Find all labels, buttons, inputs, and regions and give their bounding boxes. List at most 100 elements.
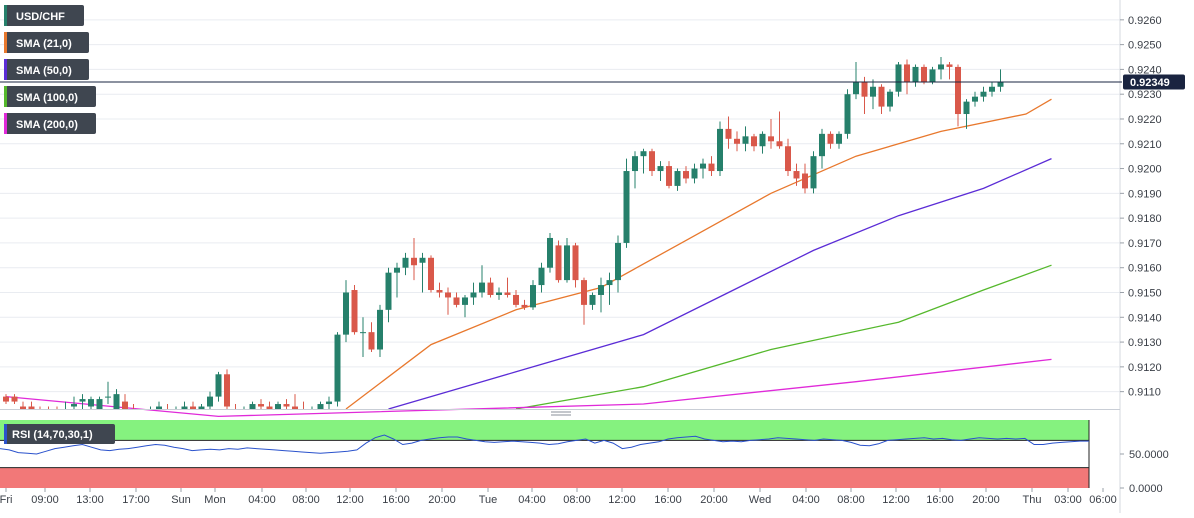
time-tick-label: 20:00 xyxy=(700,494,728,506)
candle-body xyxy=(402,257,409,268)
candle-body xyxy=(844,94,851,134)
legend-item[interactable]: SMA (21,0) xyxy=(4,32,89,53)
candle-body xyxy=(963,101,970,115)
candle-body xyxy=(819,133,825,157)
rsi-legend-swatch xyxy=(4,424,7,444)
candle-body xyxy=(929,69,936,82)
price-tick-label: 0.9200 xyxy=(1128,164,1162,176)
candle-body xyxy=(96,399,103,409)
candle-body xyxy=(938,64,944,70)
price-tick-label: 0.9210 xyxy=(1128,139,1162,151)
candle-body xyxy=(589,294,596,305)
candle-body xyxy=(266,406,273,409)
candle-body xyxy=(105,396,111,398)
candle-body xyxy=(496,292,502,295)
time-tick-label: Wed xyxy=(749,494,771,506)
candle-body xyxy=(615,242,621,281)
candle-body xyxy=(793,171,800,179)
legend[interactable]: USD/CHF SMA (21,0) SMA (50,0) SMA (100,0) SM… xyxy=(4,5,96,134)
rsi-overbought-zone xyxy=(0,420,1089,441)
legend-item[interactable]: SMA (200,0) xyxy=(4,113,96,134)
last-price-label: 0.92349 xyxy=(1130,77,1170,89)
candle-body xyxy=(385,272,392,310)
time-tick-label: 16:00 xyxy=(654,494,682,506)
candle-body xyxy=(861,81,868,97)
legend-item-swatch xyxy=(4,113,7,134)
candle-body xyxy=(71,404,77,407)
candle-body xyxy=(640,151,647,157)
candle-body xyxy=(989,86,995,92)
time-tick-label: 08:00 xyxy=(837,494,865,506)
candle-body xyxy=(275,404,281,409)
price-tick-label: 0.9190 xyxy=(1128,188,1162,200)
candle-body xyxy=(555,245,562,281)
time-tick-label: 04:00 xyxy=(792,494,820,506)
candle-body xyxy=(360,332,366,334)
time-tick-label: 12:00 xyxy=(608,494,636,506)
candle-body xyxy=(79,399,86,402)
price-tick-label: 0.9230 xyxy=(1128,89,1162,101)
price-tick-label: 0.9140 xyxy=(1128,312,1162,324)
candle-body xyxy=(215,374,222,397)
legend-item-label: SMA (21,0) xyxy=(16,38,72,50)
candle-body xyxy=(606,280,613,286)
candle-body xyxy=(895,64,902,92)
price-tick-label: 0.9250 xyxy=(1128,40,1162,52)
candle-body xyxy=(156,406,162,409)
legend-item-swatch xyxy=(4,59,7,80)
candle-body xyxy=(530,285,536,308)
candle-body xyxy=(334,334,341,402)
candle-body xyxy=(972,96,978,102)
candle-body xyxy=(462,297,468,305)
candle-body xyxy=(666,166,672,186)
sma-lines xyxy=(5,98,1052,418)
sma-line xyxy=(388,158,1052,410)
price-axis: 0.9260 0.9250 0.9240 0.9230 0.9220 0.9210 0.92… xyxy=(1119,0,1162,513)
rsi-legend-box[interactable] xyxy=(4,424,115,444)
candle-body xyxy=(343,292,349,335)
legend-item[interactable]: USD/CHF xyxy=(4,5,84,26)
candle-body xyxy=(810,156,817,189)
candle-body xyxy=(921,66,927,82)
rsi-line xyxy=(0,434,1089,455)
candles[interactable] xyxy=(3,57,1004,421)
time-tick-label: Fri xyxy=(0,494,12,506)
candle-body xyxy=(181,406,188,409)
time-tick-label: Tue xyxy=(479,494,498,506)
panel-resize-handle[interactable] xyxy=(551,411,571,416)
time-axis: Fri 09:00 13:00 17:00 Sun Mon 04:00 08:00 12:00 1… xyxy=(0,488,1117,506)
legend-item-box xyxy=(4,113,96,134)
rsi-tick-label: 0.0000 xyxy=(1129,483,1163,495)
rsi-axis: 50.0000 0.0000 xyxy=(1120,449,1169,495)
candle-body xyxy=(623,171,630,243)
candle-body xyxy=(283,404,290,407)
candle-body xyxy=(725,128,732,139)
legend-item-swatch xyxy=(4,86,7,107)
time-tick-label: 12:00 xyxy=(336,494,364,506)
price-tick-label: 0.9110 xyxy=(1128,387,1161,399)
candle-body xyxy=(691,168,698,179)
candle-body xyxy=(28,406,35,409)
candle-body xyxy=(827,133,834,144)
candle-body xyxy=(980,91,987,97)
candle-body xyxy=(470,292,477,298)
candle-body xyxy=(487,282,494,295)
candle-body xyxy=(326,401,332,405)
candle-body xyxy=(657,166,664,172)
candle-body xyxy=(717,128,723,172)
candle-body xyxy=(853,81,859,95)
time-tick-label: 03:00 xyxy=(1054,494,1082,506)
candle-body xyxy=(581,280,587,305)
price-tick-label: 0.9240 xyxy=(1128,64,1162,76)
legend-item-swatch xyxy=(4,32,7,53)
legend-item[interactable]: SMA (50,0) xyxy=(4,59,89,80)
candle-body xyxy=(453,297,460,305)
candle-body xyxy=(198,406,205,409)
candle-body xyxy=(419,257,426,263)
legend-item-box xyxy=(4,5,84,26)
candle-body xyxy=(394,267,400,273)
legend-item[interactable]: SMA (100,0) xyxy=(4,86,96,107)
rsi-legend[interactable]: RSI (14,70,30,1) xyxy=(4,424,115,444)
candle-body xyxy=(632,156,638,172)
candle-body xyxy=(88,399,94,407)
